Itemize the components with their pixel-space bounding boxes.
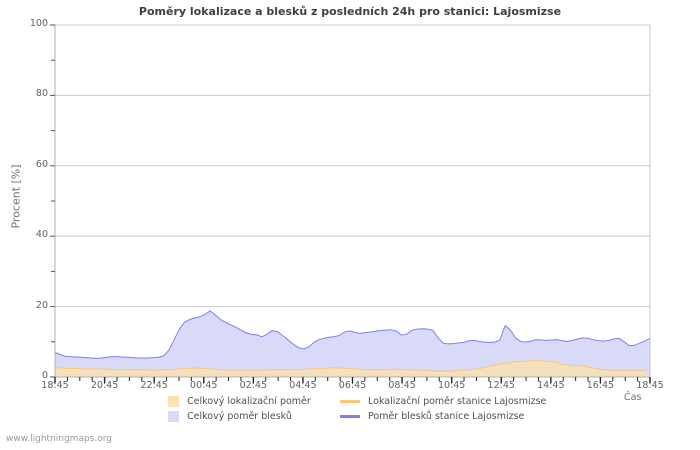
footer-site-label: www.lightningmaps.org <box>6 434 112 444</box>
x-tick-label: 06:45 <box>338 380 367 391</box>
x-tick-label: 04:45 <box>289 380 317 391</box>
x-tick-label: 08:45 <box>388 380 416 391</box>
x-tick-label: 14:45 <box>537 380 565 391</box>
x-tick-label: 22:45 <box>140 380 168 391</box>
x-tick-label: 16:45 <box>586 380 615 391</box>
legend-label: Lokalizační poměr stanice Lajosmizse <box>368 396 547 407</box>
y-tick-label: 100 <box>29 18 48 29</box>
x-axis-title: Čas <box>624 392 642 403</box>
legend-item-station-stroke-ratio[interactable]: Poměr blesků stanice Lajosmizse <box>340 411 600 422</box>
x-tick-label: 18:45 <box>41 380 69 391</box>
y-tick-label: 40 <box>35 229 48 241</box>
legend-swatch-icon <box>168 396 179 407</box>
legend-label: Celkový poměr blesků <box>187 411 292 422</box>
legend-row: Celkový poměr blesků Poměr blesků stanic… <box>168 409 600 424</box>
x-tick-label: 12:45 <box>487 380 515 391</box>
y-tick-label: 80 <box>35 88 48 100</box>
x-tick-label: 02:45 <box>239 380 268 391</box>
chart-legend: Celkový lokalizační poměr Lokalizační po… <box>168 394 600 424</box>
legend-item-total-location-ratio[interactable]: Celkový lokalizační poměr <box>168 396 340 407</box>
legend-swatch-icon <box>168 411 179 422</box>
line-station-location-ratio <box>55 360 645 372</box>
legend-row: Celkový lokalizační poměr Lokalizační po… <box>168 394 600 409</box>
x-tick-label: 18:45 <box>636 380 664 391</box>
legend-item-total-stroke-ratio[interactable]: Celkový poměr blesků <box>168 411 340 422</box>
legend-item-station-location-ratio[interactable]: Lokalizační poměr stanice Lajosmizse <box>340 396 600 407</box>
legend-label: Celkový lokalizační poměr <box>187 396 311 407</box>
y-tick-label: 60 <box>35 158 48 170</box>
legend-line-icon <box>340 415 360 418</box>
x-tick-label: 10:45 <box>437 380 466 391</box>
y-tick-label: 20 <box>35 299 48 311</box>
area-total-stroke-ratio <box>55 310 650 377</box>
chart-title: Poměry lokalizace a blesků z posledních … <box>138 5 562 18</box>
x-tick-label: 20:45 <box>90 380 119 391</box>
legend-line-icon <box>340 400 360 403</box>
plot-background <box>55 25 650 377</box>
legend-label: Poměr blesků stanice Lajosmizse <box>368 411 525 422</box>
y-tick-label: 0 <box>41 370 48 381</box>
line-station-stroke-ratio <box>54 310 651 359</box>
x-tick-label: 00:45 <box>190 380 218 391</box>
